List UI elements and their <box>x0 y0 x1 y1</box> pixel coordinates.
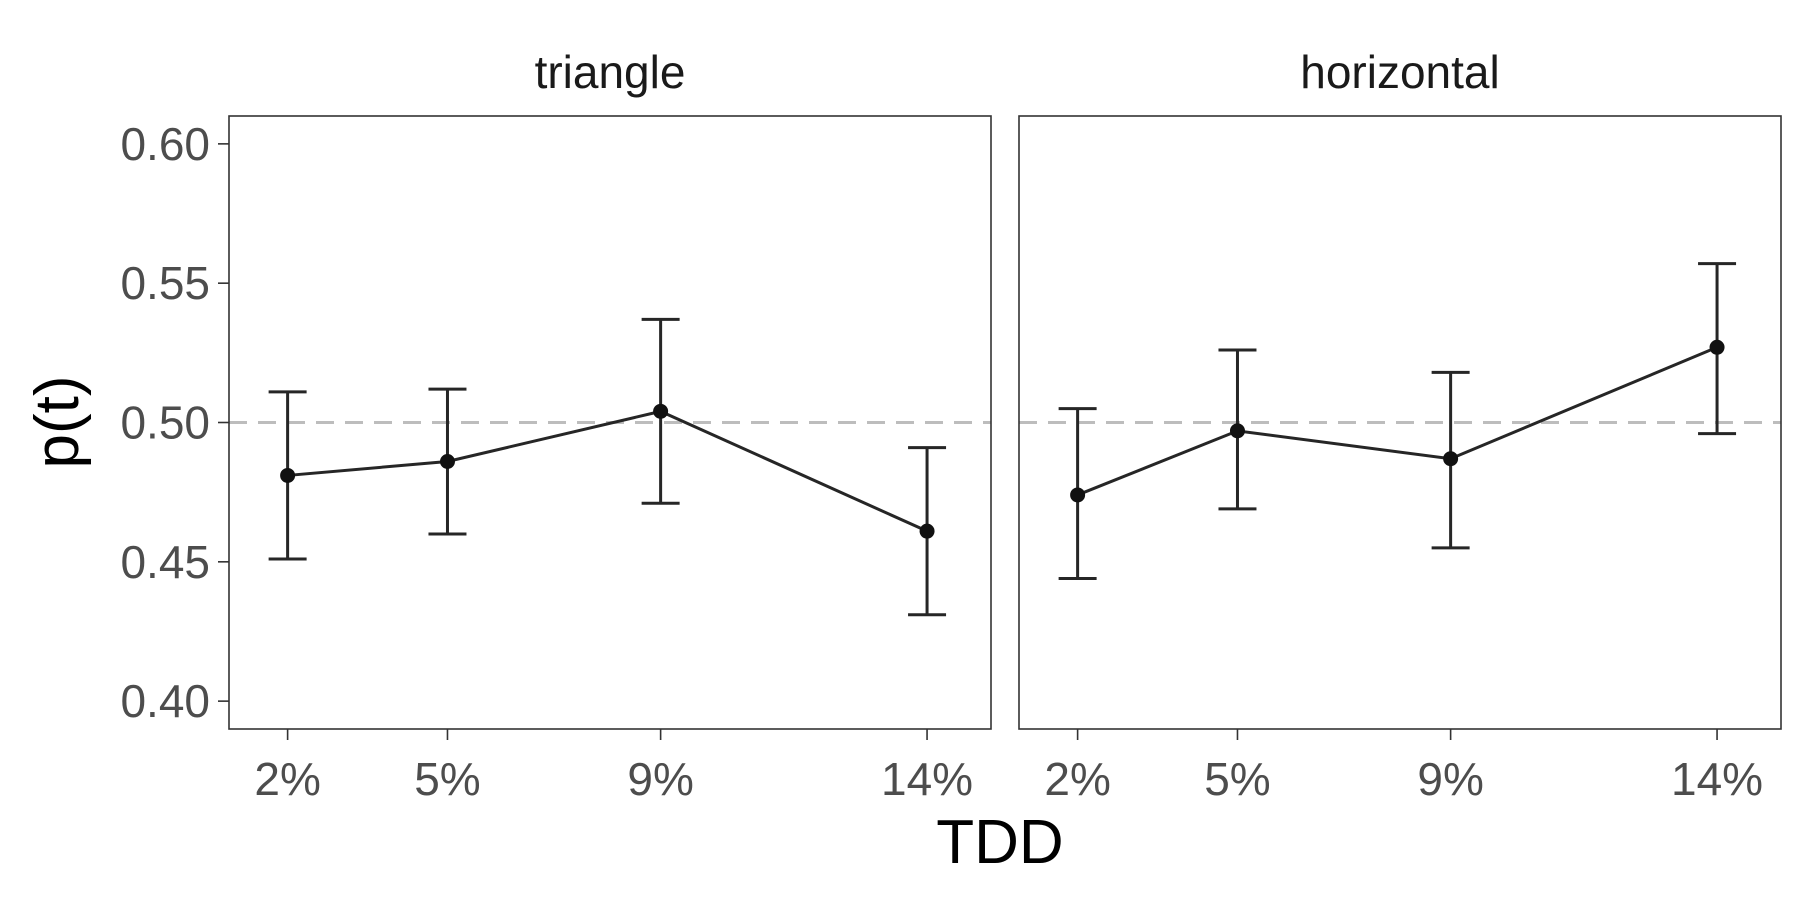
x-tick-label: 9% <box>1417 753 1483 805</box>
panel-frame <box>1018 115 1782 730</box>
x-tick-label: 9% <box>627 753 693 805</box>
y-tick-label: 0.60 <box>120 118 210 170</box>
facet-panels: triangle 2% 5% 9% 14% horizontal 2% 5% 9% 14% <box>228 46 1782 805</box>
series-line <box>287 409 928 533</box>
y-tick-label: 0.45 <box>120 536 210 588</box>
x-tick-label: 5% <box>1204 753 1270 805</box>
y-axis-title: p(t) <box>23 376 92 469</box>
data-point <box>1229 423 1245 439</box>
x-axis-title: TDD <box>936 808 1063 877</box>
data-point <box>280 467 296 483</box>
series-line <box>1077 345 1718 497</box>
data-point <box>653 403 669 419</box>
y-tick-label: 0.55 <box>120 257 210 309</box>
facet-panel-triangle: triangle 2% 5% 9% 14% <box>228 46 992 805</box>
x-tick-label: 5% <box>414 753 480 805</box>
x-tick-label: 2% <box>1044 753 1110 805</box>
data-point <box>919 523 935 539</box>
x-tick-label: 14% <box>881 753 973 805</box>
data-point <box>1443 451 1459 467</box>
x-tick-label: 2% <box>254 753 320 805</box>
y-tick-label: 0.40 <box>120 675 210 727</box>
x-tick-label: 14% <box>1671 753 1763 805</box>
facet-panel-horizontal: horizontal 2% 5% 9% 14% <box>1018 46 1782 805</box>
facet-title: horizontal <box>1300 46 1499 98</box>
data-point <box>439 454 455 470</box>
y-tick-label: 0.50 <box>120 397 210 449</box>
panel-frame <box>228 115 992 730</box>
data-point <box>1709 339 1725 355</box>
facet-title: triangle <box>535 46 686 98</box>
data-point <box>1070 487 1086 503</box>
y-axis: 0.40 0.45 0.50 0.55 0.60 <box>120 118 229 727</box>
